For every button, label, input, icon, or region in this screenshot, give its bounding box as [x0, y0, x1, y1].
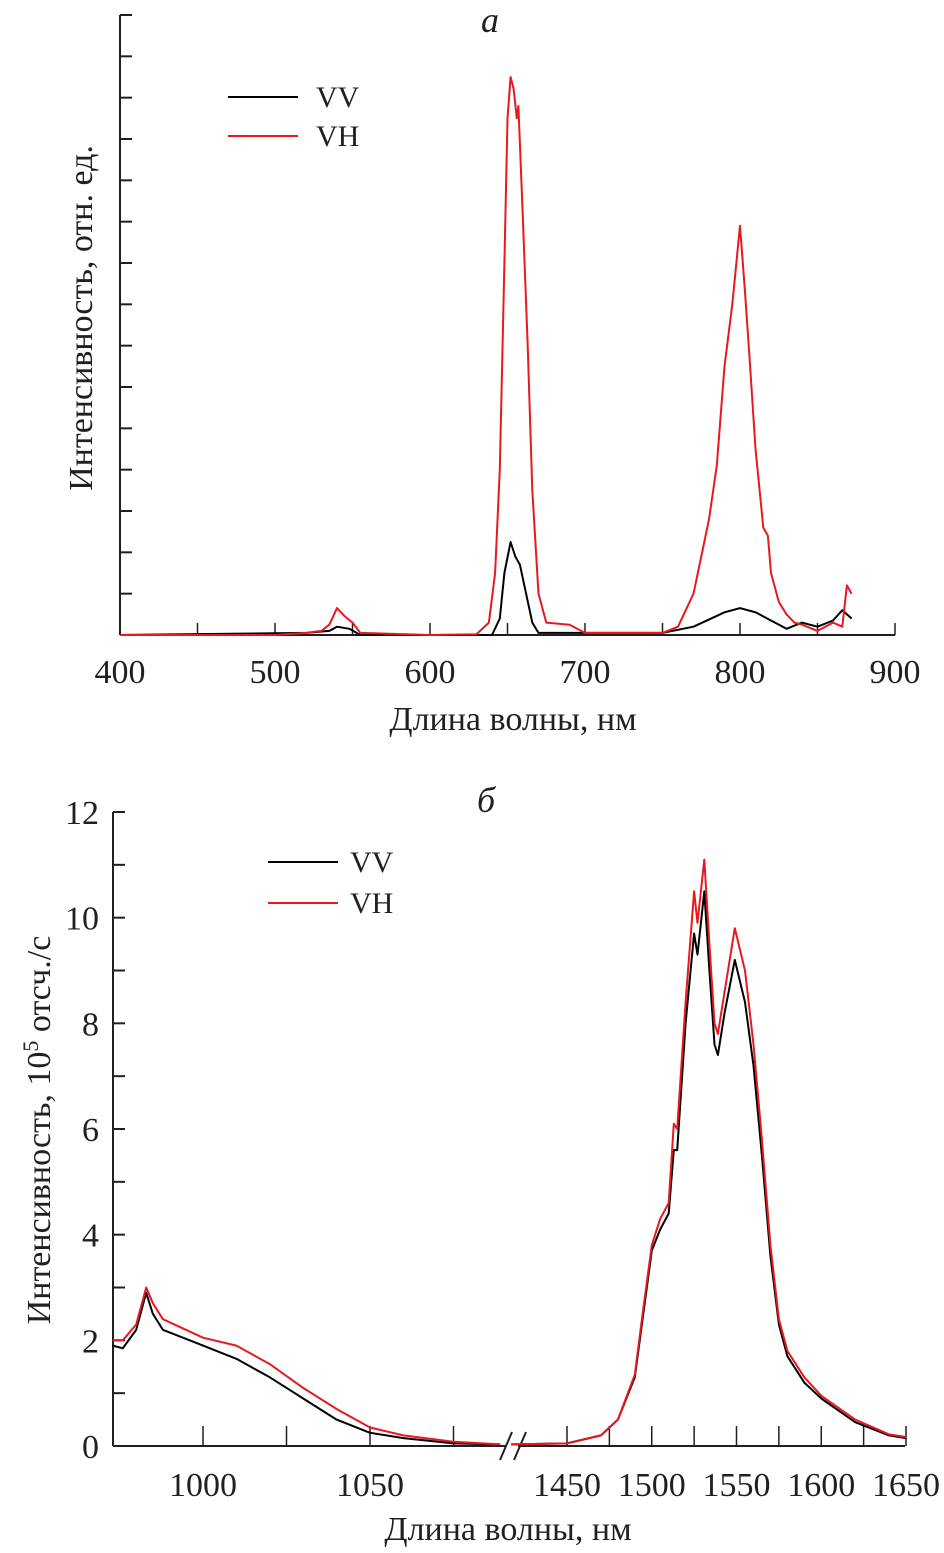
y-tick-label-b: 6	[82, 1112, 99, 1149]
x-tick-label-a: 400	[95, 654, 146, 691]
y-tick-label-b: 2	[82, 1323, 99, 1360]
x-axis-title-b: Длина волны, нм	[384, 1511, 631, 1548]
legend-label-vh-a: VH	[316, 120, 359, 153]
legend-label-vv-a: VV	[316, 81, 360, 114]
x-tick-label-b: 1050	[336, 1467, 404, 1504]
panel-label-b: б	[477, 780, 497, 820]
chart-a: а Длина волны, нм Интенсивность, отн. ед…	[63, 0, 921, 738]
series-line-vv-b-left	[112, 1291, 501, 1446]
x-tick-label-a: 900	[870, 654, 921, 691]
y-tick-label-b: 8	[82, 1006, 99, 1043]
legend-label-vv-b: VV	[350, 846, 394, 879]
y-tick-label-b: 12	[65, 795, 99, 832]
series-line-vh-b-right	[511, 858, 907, 1446]
y-axis-title-b: Интенсивность, 105 отсч./с	[18, 936, 58, 1325]
y-axis-title-b-exponent: 5	[18, 1041, 43, 1052]
x-tick-label-b: 1550	[703, 1467, 771, 1504]
chart-b: б Длина волны, нм Интенсивность, 105 отс…	[18, 780, 940, 1548]
y-axis-title-a: Интенсивность, отн. ед.	[63, 145, 100, 491]
series-line-vh-a	[120, 76, 853, 636]
axis-break-mark	[499, 1431, 513, 1461]
series-line-vv-b-right	[511, 890, 907, 1446]
x-axis-title-a: Длина волны, нм	[389, 701, 636, 738]
x-tick-label-a: 600	[405, 654, 456, 691]
axis-break-mark	[513, 1431, 527, 1461]
panel-label-a: а	[481, 0, 499, 40]
y-tick-label-b: 10	[65, 901, 99, 938]
x-tick-label-b: 1450	[533, 1467, 601, 1504]
x-tick-label-a: 800	[715, 654, 766, 691]
y-tick-label-b: 4	[82, 1218, 99, 1255]
x-tick-label-a: 700	[560, 654, 611, 691]
series-line-vv-a	[119, 541, 853, 636]
y-axis-title-b-main: Интенсивность, 10	[21, 1052, 58, 1325]
x-tick-label-b: 1650	[872, 1467, 940, 1504]
x-tick-label-b: 1600	[787, 1467, 855, 1504]
y-axis-title-b-suffix: отсч./с	[21, 936, 58, 1041]
y-tick-label-b: 0	[82, 1429, 99, 1466]
legend-label-vh-b: VH	[350, 887, 393, 920]
x-tick-label-b: 1000	[169, 1467, 237, 1504]
x-tick-label-b: 1500	[618, 1467, 686, 1504]
x-tick-label-a: 500	[250, 654, 301, 691]
series-line-vh-b-left	[112, 1286, 501, 1446]
